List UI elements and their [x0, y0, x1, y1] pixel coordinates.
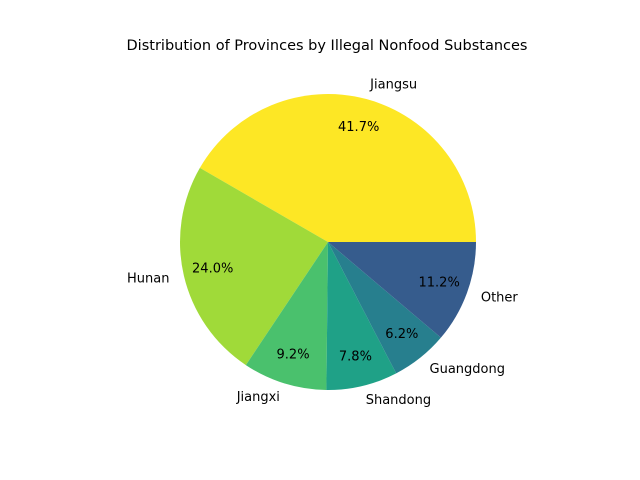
slice-label-other: Other [481, 291, 519, 306]
slice-percent-shandong: 7.8% [339, 350, 372, 365]
pie-slice-other [328, 242, 476, 338]
pie-slice-guangdong [328, 242, 441, 374]
slice-label-shandong: Shandong [366, 393, 431, 408]
slice-label-hunan: Hunan [127, 271, 169, 286]
slice-label-guangdong: Guangdong [430, 362, 505, 377]
slice-percent-jiangsu: 41.7% [338, 120, 379, 135]
slice-percent-guangdong: 6.2% [385, 327, 418, 342]
pie-slice-jiangsu [199, 93, 477, 242]
slice-percent-other: 11.2% [419, 275, 460, 290]
pie-slice-shandong [326, 242, 397, 390]
pie-labels: Jiangsu 41.7% Hunan 24.0% Jiangxi 9.2% Shandon… [127, 77, 518, 408]
slice-percent-hunan: 24.0% [192, 261, 233, 276]
chart-title: Distribution of Provinces by Illegal Non… [127, 38, 528, 54]
slice-label-jiangxi: Jiangxi [236, 390, 280, 405]
slice-label-jiangsu: Jiangsu [369, 77, 417, 92]
pie-slice-jiangxi [245, 242, 328, 390]
pie-slice-hunan [179, 167, 328, 366]
slice-percent-jiangxi: 9.2% [277, 348, 310, 363]
pie-slices [179, 93, 477, 390]
